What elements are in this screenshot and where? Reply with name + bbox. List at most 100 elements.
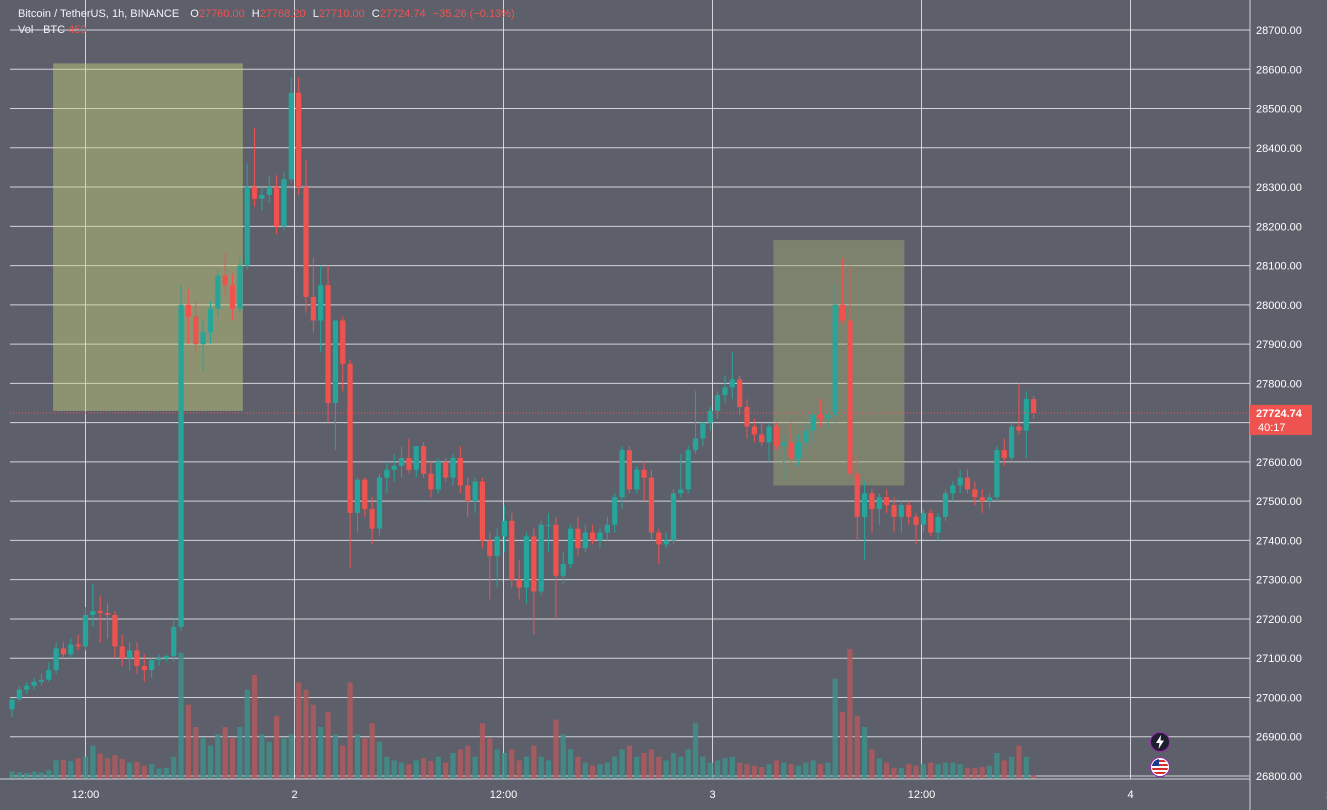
candle-body bbox=[972, 489, 978, 498]
candle-body bbox=[891, 505, 897, 517]
volume-bar bbox=[979, 767, 985, 779]
candle bbox=[163, 654, 169, 663]
lightning-bolt-icon[interactable] bbox=[1150, 732, 1170, 752]
volume-bar bbox=[376, 741, 383, 779]
candle bbox=[641, 461, 647, 502]
volume-bar bbox=[310, 704, 316, 779]
candle bbox=[127, 642, 133, 670]
candle-body bbox=[494, 536, 500, 557]
close-label: C bbox=[371, 8, 380, 20]
candle bbox=[869, 489, 875, 533]
candle bbox=[450, 454, 456, 486]
us-flag-icon[interactable] bbox=[1150, 757, 1170, 777]
candle bbox=[759, 422, 765, 447]
candle bbox=[604, 516, 610, 541]
candle-body bbox=[104, 613, 111, 616]
candle bbox=[310, 257, 316, 333]
change-value: −35.26 (−0.13%) bbox=[432, 8, 515, 20]
volume-bar bbox=[972, 767, 978, 779]
x-tick-label: 12:00 bbox=[490, 789, 518, 801]
candle bbox=[538, 520, 544, 596]
y-tick-label: 27900.00 bbox=[1256, 339, 1302, 351]
volume-bar bbox=[1009, 756, 1015, 779]
volume-bar bbox=[957, 764, 963, 779]
volume-bar bbox=[90, 745, 96, 779]
candle bbox=[619, 446, 625, 510]
candle-body bbox=[1001, 450, 1007, 458]
volume-bar bbox=[795, 765, 802, 779]
volume-bar bbox=[281, 738, 287, 779]
volume-bar bbox=[149, 764, 155, 779]
candle bbox=[788, 422, 794, 462]
candle bbox=[803, 422, 809, 451]
candle-body bbox=[443, 461, 449, 478]
candle-body bbox=[847, 320, 853, 474]
symbol-name[interactable]: Bitcoin / TetherUS, 1h, BINANCE bbox=[18, 8, 180, 20]
volume-bar bbox=[443, 762, 449, 779]
candle bbox=[75, 634, 81, 651]
candle-body bbox=[171, 626, 177, 657]
low-value: 27710.00 bbox=[318, 8, 365, 20]
candle bbox=[398, 446, 405, 478]
candle-body bbox=[832, 304, 838, 415]
candle-body bbox=[1031, 399, 1037, 413]
y-tick-label: 27800.00 bbox=[1256, 378, 1302, 390]
volume-bar bbox=[141, 765, 147, 779]
y-tick-label: 28700.00 bbox=[1256, 25, 1302, 37]
candle bbox=[266, 175, 272, 203]
volume-bar bbox=[318, 727, 324, 779]
volume-bar bbox=[729, 756, 735, 779]
candle-body bbox=[68, 644, 74, 655]
open-value: 27760.00 bbox=[198, 8, 245, 20]
candle-body bbox=[185, 304, 191, 317]
candle-body bbox=[134, 650, 140, 667]
grid-lines bbox=[10, 0, 1250, 779]
candle-body bbox=[692, 438, 699, 451]
candle-body bbox=[656, 532, 662, 545]
volume-bar bbox=[788, 764, 794, 779]
candle bbox=[16, 685, 22, 702]
candle-body bbox=[979, 497, 985, 502]
volume-bar bbox=[369, 723, 375, 779]
candle bbox=[560, 552, 566, 584]
x-tick-label: 4 bbox=[1127, 789, 1133, 801]
candle bbox=[994, 446, 1000, 502]
candle bbox=[501, 505, 508, 553]
volume-bar bbox=[876, 758, 882, 779]
candle bbox=[97, 595, 103, 643]
volume-bar bbox=[612, 756, 618, 779]
candle bbox=[178, 285, 184, 631]
candle-body bbox=[127, 650, 133, 659]
candle bbox=[31, 677, 37, 690]
volume-bar bbox=[435, 756, 441, 779]
candle bbox=[847, 265, 853, 478]
candle bbox=[950, 481, 956, 502]
candle-body bbox=[641, 469, 647, 478]
candle bbox=[545, 512, 552, 553]
volume-bar bbox=[545, 760, 552, 779]
candle-body bbox=[384, 469, 390, 478]
candle bbox=[729, 351, 735, 400]
candle-body bbox=[906, 505, 912, 517]
volume-bar bbox=[509, 749, 515, 779]
candle bbox=[913, 512, 919, 545]
volume-bar bbox=[604, 762, 610, 779]
candle bbox=[582, 524, 588, 553]
volume-bar bbox=[715, 760, 721, 779]
y-tick-label: 28200.00 bbox=[1256, 221, 1302, 233]
candle-body bbox=[362, 479, 368, 510]
volume-bar bbox=[391, 760, 397, 779]
candle-body bbox=[9, 699, 15, 710]
last-price-line: 27724.74 40:17 bbox=[10, 404, 1312, 435]
volume-label[interactable]: Vol · BTC bbox=[18, 24, 66, 36]
candle bbox=[288, 77, 294, 184]
x-tick-label: 12:00 bbox=[908, 789, 936, 801]
volume-bar bbox=[16, 772, 22, 779]
candle bbox=[516, 560, 522, 600]
volume-bar bbox=[560, 734, 566, 779]
volume-bar bbox=[935, 764, 941, 779]
highlight-zone bbox=[773, 240, 905, 486]
candle bbox=[972, 481, 978, 506]
